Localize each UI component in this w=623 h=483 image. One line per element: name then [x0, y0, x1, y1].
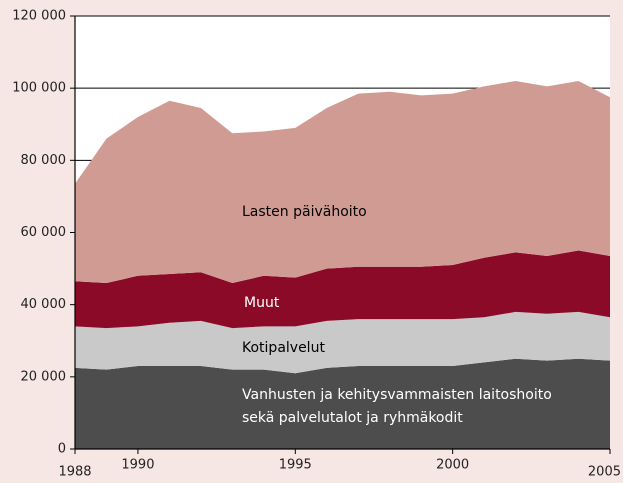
y-tick-label: 40 000: [21, 297, 67, 312]
x-tick-label: 2005: [588, 465, 621, 480]
y-tick-label: 60 000: [21, 225, 67, 240]
area: [75, 250, 610, 329]
area-label-box: Vanhusten ja kehitysvammaisten laitoshoi…: [242, 387, 552, 426]
x-tick-label: 1990: [121, 458, 154, 473]
x-tick-label: 1995: [279, 458, 312, 473]
area: [75, 311, 610, 374]
series-label: Muut: [244, 295, 280, 311]
y-tick-label: 100 000: [12, 81, 66, 96]
y-tick-label: 80 000: [21, 153, 67, 168]
x-tick-label: 1988: [58, 465, 91, 480]
series-label: Kotipalvelut: [242, 340, 325, 356]
y-tick-label: 120 000: [12, 9, 66, 24]
x-tick-label: 2000: [436, 458, 469, 473]
series-label: Lasten päivähoito: [242, 204, 367, 220]
y-tick-label: 0: [58, 442, 66, 457]
area-label-box: Kotipalvelut: [242, 340, 325, 356]
area-label-box: Muut: [244, 295, 280, 311]
area-label-box: Lasten päivähoito: [242, 204, 367, 220]
y-tick-label: 20 000: [21, 369, 67, 384]
area: [75, 358, 610, 449]
series-label: Vanhusten ja kehitysvammaisten laitoshoi…: [242, 387, 552, 426]
area: [75, 80, 610, 284]
